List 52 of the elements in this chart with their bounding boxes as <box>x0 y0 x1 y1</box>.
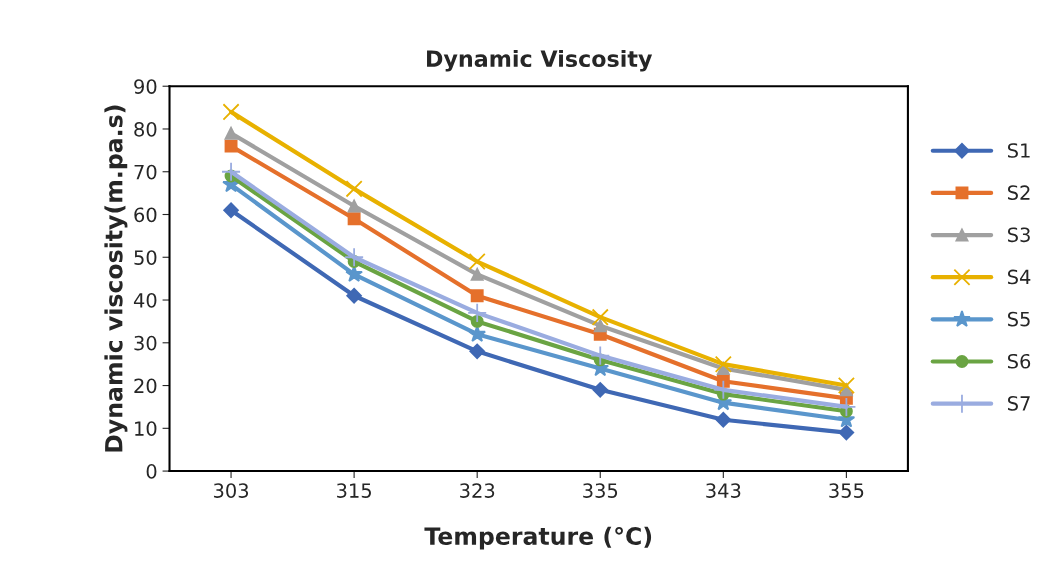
point <box>470 289 484 303</box>
point <box>714 355 732 373</box>
y-tick-label: 60 <box>134 207 157 223</box>
legend-label: S2 <box>1007 185 1030 200</box>
point <box>467 302 488 323</box>
point <box>591 308 609 326</box>
x-tick-label: 323 <box>460 483 495 498</box>
point <box>222 103 240 121</box>
chart-title: Dynamic Viscosity <box>427 49 653 72</box>
point <box>345 180 363 198</box>
point <box>838 424 855 441</box>
x-tick-label: 335 <box>583 483 618 498</box>
y-tick-label: 20 <box>134 378 157 394</box>
legend-label: S4 <box>1007 269 1031 285</box>
legend-label: S6 <box>1007 353 1031 369</box>
y-axis-title: Dynamic viscosity(m.pa.s) <box>104 105 128 452</box>
point <box>344 247 365 268</box>
point <box>470 267 484 281</box>
y-tick-label: 30 <box>134 335 157 351</box>
legend-label: S1 <box>1007 143 1030 158</box>
x-tick-label: 315 <box>337 483 371 498</box>
point <box>468 252 486 271</box>
point <box>224 126 238 140</box>
legend-label: S3 <box>1007 227 1030 243</box>
y-tick-label: 10 <box>135 421 157 436</box>
point <box>347 199 361 213</box>
y-tick-label: 0 <box>146 464 157 479</box>
point <box>223 202 239 219</box>
y-tick-label: 40 <box>133 292 157 308</box>
point <box>469 343 485 360</box>
point <box>836 397 857 417</box>
point <box>593 319 607 333</box>
point <box>346 287 362 304</box>
x-tick-label: 343 <box>706 483 741 498</box>
y-tick-label: 80 <box>134 121 157 137</box>
point <box>837 377 855 395</box>
point <box>592 382 609 398</box>
y-tick-label: 50 <box>134 250 157 265</box>
x-axis-title: Temperature (°C) <box>424 526 652 550</box>
point <box>345 265 363 283</box>
point <box>347 212 361 226</box>
legend-label: S5 <box>1007 311 1030 327</box>
y-tick-label: 70 <box>134 164 157 180</box>
point <box>221 161 241 182</box>
point <box>716 374 730 388</box>
point <box>590 345 611 366</box>
legend-label: S7 <box>1007 396 1030 411</box>
x-tick-label: 355 <box>829 483 864 498</box>
y-tick-label: 90 <box>134 79 157 94</box>
point <box>224 139 238 153</box>
x-tick-label: 303 <box>213 483 249 498</box>
point <box>715 411 732 428</box>
